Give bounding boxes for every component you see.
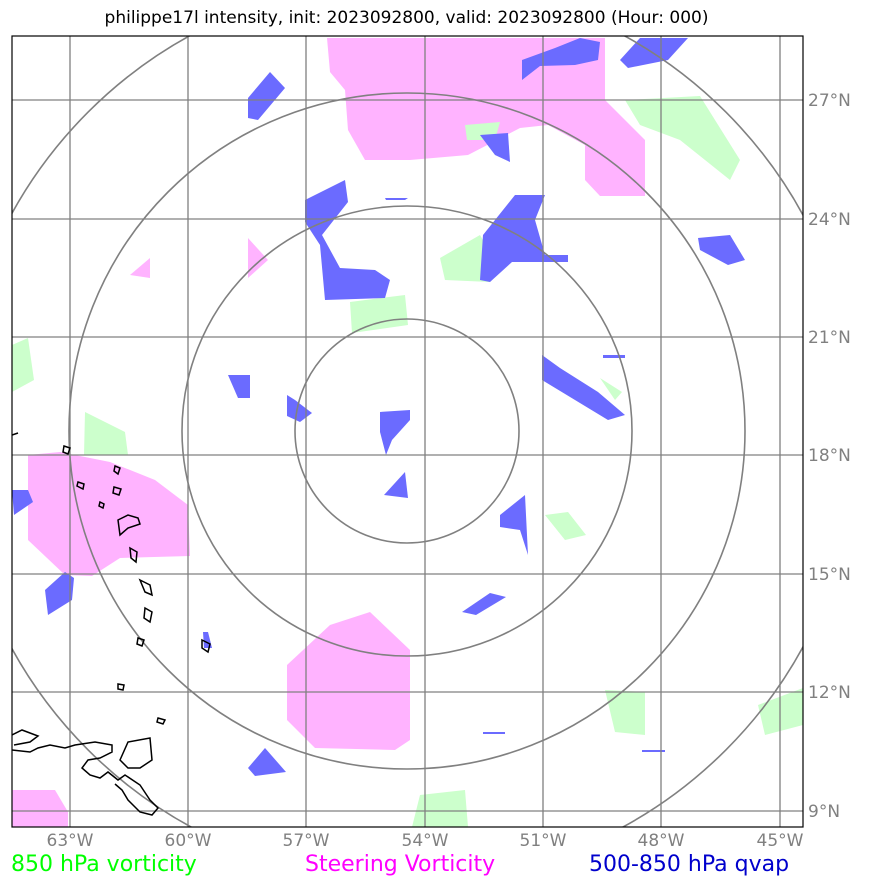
coast-south-america	[12, 729, 160, 816]
coast-islands-1	[62, 445, 71, 455]
lon-tick-labels: 63°W 60°W 57°W 54°W 51°W 48°W 45°W	[47, 831, 804, 851]
coast-islands-9	[143, 606, 153, 624]
lon-tick-label: 60°W	[165, 831, 212, 851]
qvap-area-4	[480, 133, 510, 162]
map-title: philippe17l intensity, init: 2023092800,…	[104, 8, 709, 28]
coast-islands-11	[201, 638, 211, 654]
qvap-area-16	[12, 490, 33, 515]
lat-tick-label: 9°N	[808, 802, 840, 822]
qvap-area-13	[500, 495, 528, 555]
legend-850-vorticity: 850 hPa vorticity	[11, 852, 197, 877]
coast-islands-12	[117, 683, 125, 691]
lon-tick-label: 48°W	[638, 831, 685, 851]
vort850-area-s	[412, 790, 468, 827]
legend-qvap: 500-850 hPa qvap	[589, 852, 790, 877]
qvap-area-8	[542, 355, 625, 420]
qvap-area-21	[642, 750, 665, 752]
vort850-area-se	[545, 512, 586, 540]
steering-vorticity-layer	[12, 38, 645, 827]
coast-islands-7	[129, 546, 138, 564]
steering-blob-2	[130, 258, 150, 278]
lat-tick-label: 24°N	[808, 210, 851, 230]
vort850-area-ne	[625, 96, 740, 180]
vort850-area-r	[600, 378, 622, 400]
qvap-area-11	[380, 410, 410, 455]
coast-islands-13	[156, 717, 167, 725]
lat-tick-label: 12°N	[808, 683, 851, 703]
steering-area-north	[327, 38, 645, 196]
lat-tick-labels: 27°N 24°N 21°N 18°N 15°N 12°N 9°N	[808, 91, 851, 822]
qvap-area-3	[248, 72, 285, 120]
coastlines	[12, 432, 211, 816]
vort850-area-w2	[12, 338, 34, 392]
qvap-area-20	[483, 732, 505, 734]
legend-steering-vorticity: Steering Vorticity	[305, 852, 496, 877]
qvap-area-12	[384, 472, 408, 498]
grid-lines	[12, 36, 803, 827]
qvap-layer	[12, 38, 745, 776]
qvap-area-7	[698, 235, 745, 265]
qvap-area-17	[248, 748, 286, 776]
steering-area-west	[28, 452, 190, 576]
coast-islands-2	[113, 464, 121, 476]
steering-area-sw	[12, 790, 68, 827]
qvap-area-15	[45, 572, 74, 615]
qvap-area-19	[603, 355, 625, 358]
lat-tick-label: 18°N	[808, 446, 851, 466]
qvap-area-18	[385, 198, 408, 200]
coast-islands-4	[112, 486, 122, 496]
coast-islands-3	[76, 481, 85, 491]
lon-tick-label: 54°W	[402, 831, 449, 851]
vort850-area-w1	[84, 412, 128, 455]
qvap-area-22	[203, 632, 212, 648]
range-ring-1	[294, 318, 520, 544]
qvap-area-14	[462, 593, 506, 615]
steering-area-south	[287, 612, 410, 750]
steering-blob-1	[248, 238, 268, 278]
lon-tick-label: 45°W	[757, 831, 804, 851]
coast-puerto-rico-area	[12, 432, 19, 436]
coast-islands-10	[136, 637, 145, 647]
range-ring-3	[68, 92, 746, 770]
qvap-area-5	[305, 180, 390, 300]
vort850-area-mid	[350, 295, 408, 333]
range-ring-2	[181, 205, 633, 657]
lat-tick-label: 27°N	[808, 91, 851, 111]
lon-tick-label: 51°W	[520, 831, 567, 851]
map-frame	[11, 35, 804, 828]
lat-tick-label: 15°N	[808, 565, 851, 585]
coast-islands-6	[117, 514, 141, 537]
coast-islands-5	[98, 500, 105, 510]
qvap-area-1	[522, 38, 600, 80]
range-rings	[12, 36, 803, 827]
lat-tick-label: 21°N	[808, 328, 851, 348]
qvap-area-9	[228, 375, 250, 398]
coast-islands-8	[138, 578, 154, 597]
lon-tick-label: 63°W	[47, 831, 94, 851]
vort850-area-se2	[605, 690, 645, 735]
lon-tick-label: 57°W	[283, 831, 330, 851]
